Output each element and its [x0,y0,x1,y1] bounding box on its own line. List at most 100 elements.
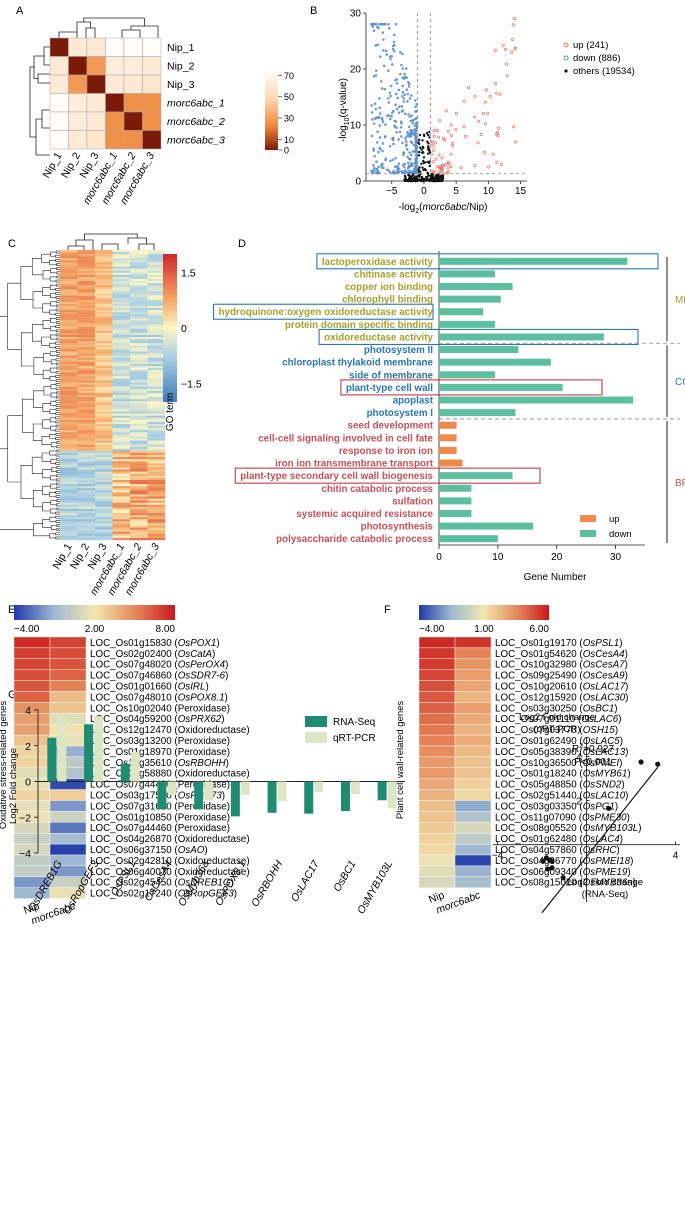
gene-heatmap-cell [13,702,51,714]
heatmap-c-cell [112,299,131,302]
volcano-point-down [413,134,417,137]
heatmap-c-cell [130,320,148,323]
volcano-point-down [391,138,395,142]
go-bar-down [439,358,551,366]
gene-label: LOC_Os10g36500 (OsPMEI) [495,758,622,769]
bar-g-bar-rnaseq [47,737,57,782]
volcano-point-other [423,134,426,138]
heatmap-c-cell [112,376,131,379]
heatmap-c-cell [60,322,78,325]
heatmap-c-cell [77,252,96,255]
heatmap-c-cell [130,341,148,344]
heatmap-c-cell [112,430,131,433]
heatmap-c-cell [147,370,166,373]
heatmap-c-cell [130,527,148,530]
volcano-point-down [381,142,385,145]
heatmap-c-cell [112,434,131,437]
heatmap-c-cell [60,479,78,483]
colorbar-a-tick-label: 50 [284,92,294,102]
volcano-point-down [394,156,397,160]
bar-g-bar-rnaseq [267,781,277,813]
heatmap-c-cell [147,500,166,503]
volcano-point-down [401,52,404,56]
heatmap-c-cell [60,345,78,348]
heatmap-c-cell [112,374,131,377]
heatmap-c-cell [77,332,96,336]
heatmap-c-cell [60,250,78,253]
go-x-tick-label: 0 [436,552,442,563]
legend-down-text: down [609,529,632,540]
heatmap-c-cell [95,409,113,412]
volcano-point-down [406,92,410,96]
bar-g-y-label: Log2 Fold change [8,748,19,824]
heatmap-c-cell [60,330,78,334]
heatmap-c-cell [130,403,148,406]
heatmap-c-cell [130,328,148,331]
heatmap-c-cell [147,492,166,495]
heatmap-c-cell [60,341,78,344]
heatmap-c-cell [112,262,131,265]
heatmap-c-cell [95,415,113,418]
heatmap-c-cell [95,353,113,356]
heatmap-c-cell [95,506,113,510]
volcano-point-other [425,177,429,180]
heatmap-c-cell [60,415,78,418]
h-x-title-2: (RNA-Seq) [582,889,628,900]
heatmap-c-cell [130,361,148,365]
heatmap-c-cell [147,508,166,512]
heatmap-c-cell [130,366,148,369]
heatmap-c-cell [112,527,131,530]
heatmap-c-cell [147,436,166,439]
heatmap-c-cell [77,262,96,265]
heatmap-c-cell [130,312,148,315]
heatmap-c-cell [95,254,113,257]
heatmap-c-cell [77,337,96,340]
heatmap-c-cell [147,301,166,305]
heatmap-c-cell [147,357,166,360]
heatmap-c-cell [60,303,78,307]
gene-heatmap-cell [454,756,492,769]
heatmap-c-cell [112,469,131,472]
volcano-point-down [410,170,414,174]
volcano-point-other [432,179,435,183]
heatmap-c-cell [77,403,96,406]
heatmap-c-cell [112,525,131,528]
heatmap-c-cell [130,293,148,296]
bar-g-bar-qrtpcr [350,781,360,795]
volcano-point-up [486,111,490,115]
heatmap-c-cell [77,496,96,499]
volcano-point-up [434,157,438,161]
go-legend: up down [580,514,632,540]
heatmap-c-cell [130,486,148,489]
heatmap-c-cell [95,326,113,329]
volcano-point-down [391,158,395,162]
volcano-point-other [422,151,425,154]
gene-heatmap-cell [454,811,492,823]
volcano-point-down [401,163,405,167]
volcano-point-down [370,169,373,173]
volcano-point-down [414,158,417,162]
heatmap-c-cell [112,399,131,402]
heatmap-c-cell [77,488,96,491]
colorbar-tick-label: 1.00 [474,624,494,635]
heatmap-c-cell [77,343,96,346]
heatmap-c-cell [95,388,113,392]
gene-heatmap-cell [13,800,51,812]
heatmap-c-cell [77,511,96,514]
heatmap-c-cell [112,500,131,503]
volcano-point-down [400,135,403,138]
volcano-point-down [397,171,400,174]
gene-label: LOC_Os01g19170 (OsPSL1) [495,638,622,649]
heatmap-c-cell [95,359,113,363]
volcano-point-down [377,171,381,175]
heatmap-c-cell [60,359,78,363]
heatmap-c-cell [60,448,78,452]
panel-c: Nip_1Nip_2Nip_3morc6abc_1morc6abc_2morc6… [0,233,202,598]
heatmap-c-cell [60,291,78,294]
gene-heatmap-cell [454,822,492,834]
heatmap-c-cell [112,504,131,508]
heatmap-c-cell [95,363,113,367]
heatmap-a-cell [49,111,69,131]
heatmap-c-cell [95,303,113,307]
volcano-point-up [513,46,517,51]
